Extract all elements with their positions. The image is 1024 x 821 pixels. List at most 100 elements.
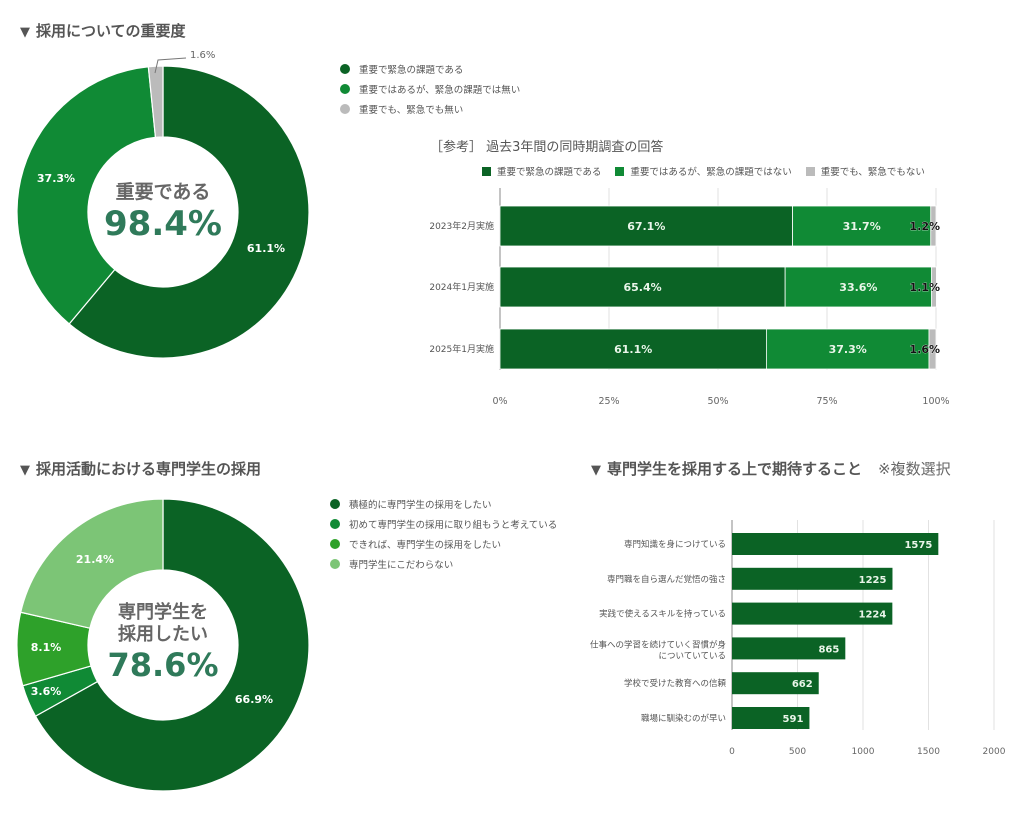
- donut-slice: [19, 498, 164, 629]
- slice-value-label: 8.1%: [31, 641, 62, 654]
- x-tick-label: 0%: [492, 396, 507, 407]
- legend-label: 重要ではあるが、緊急の課題では無い: [359, 85, 521, 96]
- donut1-center: 重要である 98.4%: [88, 177, 238, 244]
- legend-dot-icon: [340, 84, 350, 94]
- segment-value-label: 1.1%: [909, 281, 940, 294]
- bar-value-label: 865: [818, 644, 839, 655]
- donut2-center-label-1: 専門学生を: [118, 602, 208, 623]
- stacked-segment: [499, 266, 786, 308]
- importance-donut-chart: 61.1% 37.3%: [16, 57, 310, 359]
- legend-label: 重要ではあるが、緊急の課題ではない: [630, 167, 792, 178]
- slice-value-label: 37.3%: [37, 172, 75, 185]
- legend-label: 重要でも、緊急でも無い: [359, 105, 464, 116]
- stacked-segment: [499, 205, 793, 247]
- category-label: についていている: [659, 651, 727, 661]
- stacked-segment: [792, 205, 932, 247]
- expectations-bar-chart: 0 500 1000 1500 2000 1575 専門知識を身につけている 1225 専門職を…: [590, 520, 1006, 757]
- category-label: 実践で使えるスキルを持っている: [599, 609, 726, 620]
- x-tick-label: 1000: [852, 747, 875, 757]
- heading-text: 専門学生を採用する上で期待すること: [607, 460, 863, 478]
- legend-label: 積極的に専門学生の採用をしたい: [349, 500, 492, 511]
- vocational-legend: 積極的に専門学生の採用をしたい 初めて専門学生の採用に取り組もうと考えている できれ…: [330, 494, 557, 574]
- legend-square-icon: [482, 166, 491, 176]
- legend-item: 重要ではあるが、緊急の課題では無い: [340, 79, 520, 99]
- donut2-center: 専門学生を 採用したい 78.6%: [88, 602, 238, 684]
- segment-value-label: 65.4%: [623, 281, 661, 294]
- x-tick-label: 50%: [707, 396, 728, 407]
- bar: [732, 533, 939, 555]
- bar: [732, 602, 893, 625]
- category-label: 2024年1月実施: [429, 281, 494, 293]
- heading-text: 採用についての重要度: [36, 22, 186, 40]
- donut-slice: [34, 498, 310, 792]
- donut-slice: [147, 65, 164, 139]
- legend-dot-icon: [330, 539, 340, 549]
- bar: [732, 707, 810, 729]
- donut1-callout-label: 1.6%: [190, 50, 216, 61]
- heading-text: 採用活動における専門学生の採用: [36, 460, 262, 478]
- x-tick-label: 75%: [816, 396, 837, 407]
- legend-square-icon: [805, 166, 815, 176]
- triangle-icon: ▼: [20, 25, 30, 40]
- legend-item: 専門学生にこだわらない: [330, 554, 557, 574]
- legend-label: 重要でも、緊急でもない: [820, 167, 925, 178]
- reference-legend: 重要で緊急の課題である 重要ではあるが、緊急の課題ではない 重要でも、緊急でもない: [482, 164, 939, 178]
- category-label: 専門職を自ら選んだ覚悟の強さ: [607, 574, 726, 585]
- category-label: 仕事への学習を続けていく習慣が身: [590, 639, 726, 650]
- slice-value-label: 66.9%: [235, 693, 273, 706]
- category-label: 学校で受けた教育への信頼: [624, 678, 727, 689]
- x-tick-label: 500: [789, 747, 806, 757]
- vocational-donut-chart: 66.9% 3.6% 8.1% 21.4%: [16, 498, 310, 792]
- legend-item: 重要で緊急の課題である: [340, 59, 520, 79]
- legend-label: 重要で緊急の課題である: [359, 65, 464, 76]
- category-label: 2023年2月実施: [429, 220, 494, 232]
- multiple-choice-note: ※複数選択: [878, 460, 951, 478]
- bar: [732, 567, 893, 590]
- legend-dot-icon: [330, 519, 340, 529]
- segment-value-label: 33.6%: [839, 281, 877, 294]
- legend-dot-icon: [340, 104, 350, 114]
- segment-value-label: 31.7%: [843, 220, 881, 233]
- x-tick-label: 2000: [983, 747, 1006, 757]
- donut1-center-label: 重要である: [115, 181, 211, 203]
- donut-slice: [68, 65, 310, 359]
- callout-line: [154, 57, 187, 74]
- donut1-center-value: 98.4%: [104, 204, 222, 244]
- donut2-center-value: 78.6%: [107, 646, 219, 684]
- legend-label: 重要で緊急の課題である: [497, 167, 602, 178]
- category-label: 職場に馴染むのが早い: [641, 713, 726, 724]
- stacked-segment: [784, 266, 933, 308]
- legend-item: 重要でも、緊急でもない: [805, 164, 925, 178]
- stacked-segment: [499, 328, 767, 370]
- legend-item: 重要で緊急の課題である: [482, 164, 601, 178]
- category-label: 2025年1月実施: [429, 343, 494, 355]
- legend-label: 専門学生にこだわらない: [349, 560, 454, 571]
- segment-value-label: 67.1%: [627, 220, 665, 233]
- category-label: 専門知識を身につけている: [624, 539, 726, 550]
- reference-subtitle: ［参考］ 過去3年間の同時期調査の回答: [430, 140, 664, 155]
- bar: [732, 637, 846, 660]
- bar: [732, 672, 819, 695]
- legend-item: できれば、専門学生の採用をしたい: [330, 534, 557, 554]
- donut-slice: [16, 66, 157, 325]
- segment-value-label: 37.3%: [829, 343, 867, 356]
- stacked-segment: [930, 205, 937, 247]
- triangle-icon: ▼: [20, 463, 30, 478]
- legend-dot-icon: [330, 499, 340, 509]
- stacked-segment: [928, 328, 937, 370]
- bar-value-label: 1225: [859, 575, 887, 586]
- section-heading-vocational-hiring: ▼ 採用活動における専門学生の採用: [20, 458, 261, 479]
- section-heading-expectations: ▼ 専門学生を採用する上で期待すること ※複数選択: [591, 458, 951, 479]
- x-tick-label: 25%: [598, 396, 619, 407]
- x-tick-label: 1500: [917, 747, 940, 757]
- segment-value-label: 1.6%: [909, 343, 940, 356]
- bar-value-label: 662: [792, 679, 813, 690]
- legend-label: できれば、専門学生の採用をしたい: [349, 540, 502, 551]
- legend-item: 重要ではあるが、緊急の課題ではない: [615, 164, 792, 178]
- x-tick-label: 0: [729, 747, 735, 757]
- section-heading-importance: ▼ 採用についての重要度: [20, 20, 186, 41]
- stacked-segment: [931, 266, 937, 308]
- legend-item: 重要でも、緊急でも無い: [340, 99, 520, 119]
- legend-square-icon: [615, 166, 625, 176]
- legend-dot-icon: [330, 559, 340, 569]
